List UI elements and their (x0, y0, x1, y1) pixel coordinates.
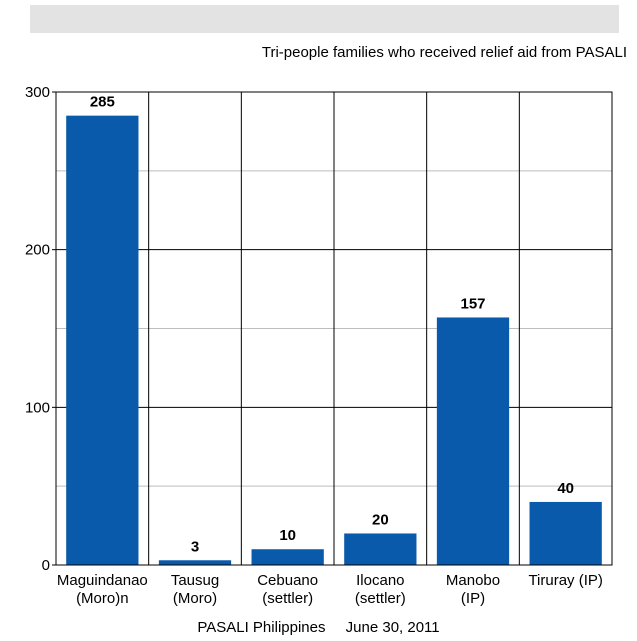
bar (436, 317, 510, 565)
x-tick-label: Tausug (171, 572, 219, 589)
x-tick-label: Cebuano (257, 572, 318, 589)
x-tick-label: Ilocano (356, 572, 404, 589)
y-tick-label: 0 (42, 557, 50, 574)
header-band (30, 5, 619, 33)
data-label: 40 (557, 480, 574, 497)
x-tick-label: Tiruray (IP) (528, 572, 602, 589)
footer-date: June 30, 2011 (345, 619, 440, 636)
x-tick-label: Maguindanao (57, 572, 148, 589)
x-tick-label: (IP) (461, 590, 485, 607)
data-label: 20 (372, 511, 389, 528)
data-label: 285 (90, 94, 115, 111)
data-label: 10 (279, 527, 296, 544)
x-tick-label: (settler) (262, 590, 313, 607)
chart-footer: PASALI Philippines June 30, 2011 (0, 619, 637, 636)
y-tick-label: 200 (25, 242, 50, 259)
bar (158, 560, 232, 565)
bar (529, 501, 602, 565)
data-label: 157 (460, 295, 485, 312)
plot-border (55, 91, 613, 566)
chart-title: Tri-people families who received relief … (261, 44, 627, 61)
x-tick-label: (settler) (355, 590, 406, 607)
data-label: 3 (191, 538, 199, 555)
bar (251, 549, 324, 565)
bar (344, 533, 417, 565)
bar (66, 115, 139, 566)
footer-source: PASALI Philippines (197, 619, 326, 636)
x-tick-label: (Moro)n (76, 590, 129, 607)
y-tick-label: 300 (25, 84, 50, 101)
x-tick-label: (Moro) (173, 590, 217, 607)
y-tick-label: 100 (25, 399, 50, 416)
x-tick-label: Manobo (446, 572, 500, 589)
